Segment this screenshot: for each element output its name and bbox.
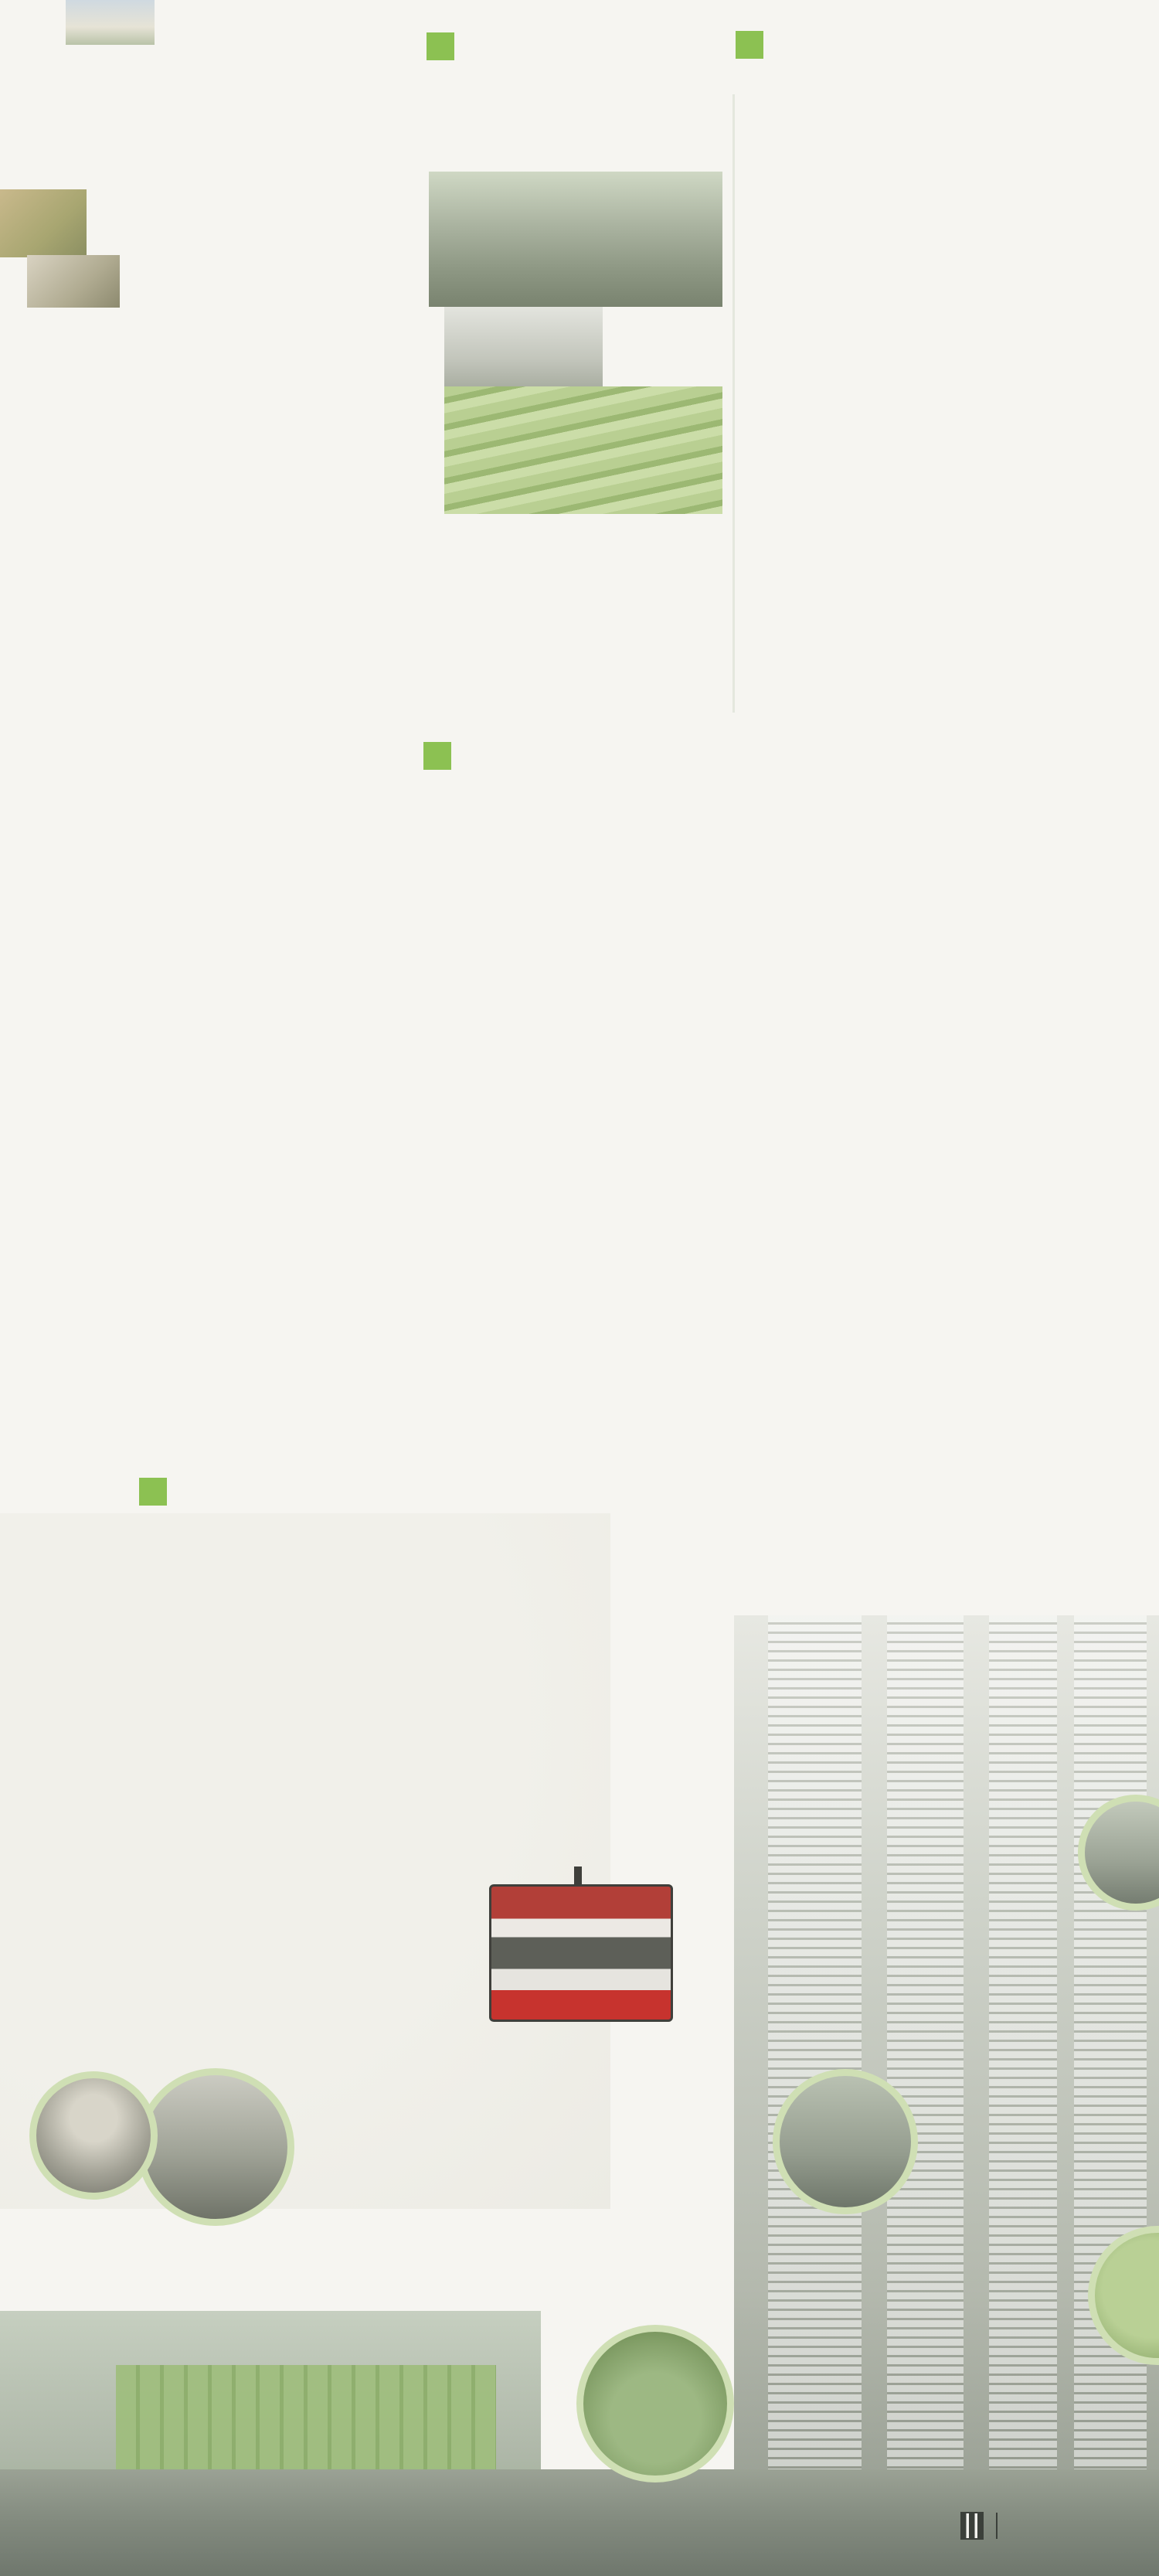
ring-photo-sky [66,0,155,45]
watermark [960,2512,1004,2540]
section-bullet-icon [736,31,763,59]
ring-photo-field [0,189,87,257]
watermark-divider [996,2513,998,2539]
swot-divider-line [732,94,735,713]
photo-baixiangju-complex [429,172,722,307]
photo-circle-market [29,2071,158,2200]
photo-circle-corridor [773,2069,918,2214]
academy-logo-icon [960,2512,984,2540]
section-bullet-icon [423,742,451,770]
ring-photo-people [27,255,120,308]
environment-header [139,1478,179,1506]
section-bullet-icon [427,32,454,60]
swot-header [736,31,776,59]
photo-terraced-fields [444,386,722,514]
inspiration-header [427,32,467,60]
photo-circle-stair-street [137,2068,294,2226]
concept-header [423,742,464,770]
photo-circle-courtyard [576,2325,734,2482]
section-bullet-icon [139,1478,167,1506]
cablecar-cabin [489,1866,673,2022]
